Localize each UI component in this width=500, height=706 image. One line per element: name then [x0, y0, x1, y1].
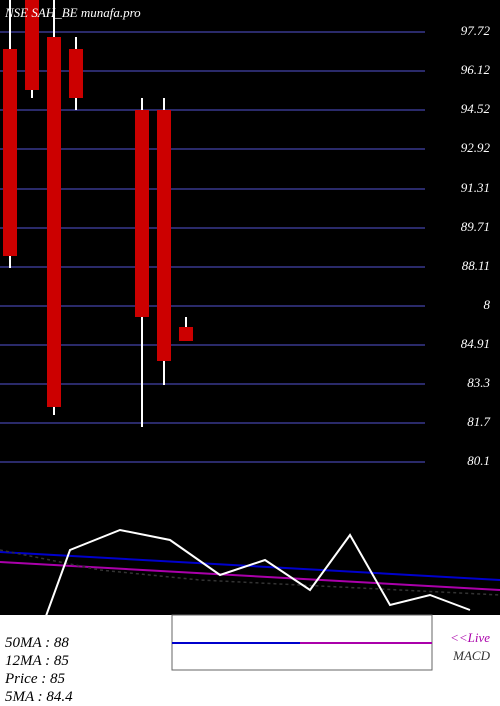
gridline-label: 94.52	[461, 101, 490, 117]
gridline	[0, 266, 425, 268]
candle-body	[157, 110, 171, 361]
candle-body	[3, 49, 17, 256]
chart-title: NSE SAH_BE munafa.pro	[5, 5, 141, 21]
gridline	[0, 31, 425, 33]
candle-body	[47, 37, 61, 408]
macd-label: MACD	[453, 648, 490, 664]
gridline	[0, 461, 425, 463]
gridline-label: 91.31	[461, 180, 490, 196]
gridline-label: 88.11	[462, 258, 490, 274]
candle-body	[135, 110, 149, 317]
gridline	[0, 70, 425, 72]
gridline-label: 89.71	[461, 219, 490, 235]
gridline-label: 83.3	[467, 375, 490, 391]
stat-label: Price : 85	[5, 671, 65, 688]
live-label: <<Live	[450, 630, 490, 646]
gridline-label: 96.12	[461, 62, 490, 78]
gridline	[0, 422, 425, 424]
gridline	[0, 188, 425, 190]
gridline	[0, 109, 425, 111]
candle-body	[179, 327, 193, 342]
stat-label: 50MA : 88	[5, 635, 69, 652]
stat-label: 5MA : 84.4	[5, 689, 73, 706]
stat-label: 12MA : 85	[5, 653, 69, 670]
chart-container: NSE SAH_BE munafa.pro 97.72 96.12 94.52 92.…	[0, 0, 500, 700]
gridline	[0, 305, 425, 307]
gridline	[0, 383, 425, 385]
candle-body	[69, 49, 83, 98]
gridline-label: 84.91	[461, 336, 490, 352]
gridline	[0, 344, 425, 346]
price-panel: NSE SAH_BE munafa.pro 97.72 96.12 94.52 92.…	[0, 0, 500, 500]
gridline-label: 80.1	[467, 453, 490, 469]
gridline-label: 8	[484, 297, 491, 313]
gridline	[0, 148, 425, 150]
gridline	[0, 227, 425, 229]
gridline-label: 97.72	[461, 23, 490, 39]
gridline-label: 81.7	[467, 414, 490, 430]
indicator-svg	[0, 500, 500, 700]
gridline-label: 92.92	[461, 140, 490, 156]
indicator-panel: 50MA : 8812MA : 85Price : 855MA : 84.4 <…	[0, 500, 500, 700]
